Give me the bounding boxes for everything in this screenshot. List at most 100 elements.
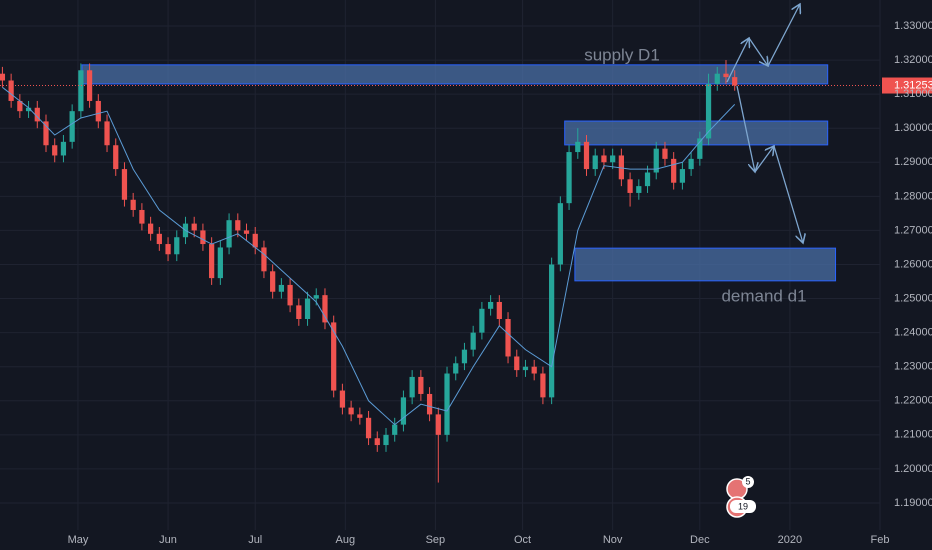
y-tick-label: 1.28000 [894, 190, 932, 202]
candle-body [496, 301, 502, 320]
x-tick-label: Feb [871, 534, 890, 546]
candle-body [86, 70, 93, 101]
candle-body [95, 100, 101, 122]
candle-body [732, 77, 738, 86]
x-tick-label: Jul [248, 534, 262, 546]
y-tick-label: 1.24000 [894, 327, 932, 339]
candle-body [217, 247, 223, 279]
candle-body [723, 73, 729, 78]
annotation: supply D1 [584, 45, 660, 64]
candle-body [409, 376, 415, 398]
arrow [726, 38, 749, 83]
candle-body [348, 407, 354, 415]
candle-body [505, 319, 511, 357]
event-count [730, 500, 756, 513]
candle-body [331, 322, 337, 391]
candle-body [139, 209, 145, 224]
y-tick-label: 1.26000 [894, 258, 932, 270]
candle-body [583, 141, 590, 170]
candle-body [52, 145, 58, 156]
x-tick-label: Dec [690, 534, 710, 546]
candle-body [43, 121, 49, 146]
candle-body [566, 152, 572, 204]
zones [81, 64, 837, 282]
y-tick-label: 1.31000 [894, 88, 932, 100]
candle-body [435, 414, 441, 435]
y-tick-label: 1.29000 [894, 156, 932, 168]
y-tick-label: 1.32000 [894, 54, 932, 66]
candle-body [653, 148, 659, 173]
candle-body [705, 83, 712, 139]
candle-body [104, 121, 110, 146]
candle-body [121, 169, 128, 200]
candle-body [296, 305, 302, 320]
event-count-label: 5 [745, 476, 750, 486]
y-tick-label: 1.33000 [894, 20, 932, 32]
candle-body [627, 179, 633, 193]
candle-body [191, 223, 197, 231]
candle-body [25, 107, 32, 112]
candle-body [252, 233, 258, 248]
candle-body [113, 145, 119, 170]
y-tick-label: 1.25000 [894, 292, 932, 304]
candle-body [479, 308, 485, 333]
event-badges[interactable]: 5 19 [726, 476, 756, 518]
candle-body [592, 155, 598, 170]
candle-body [278, 284, 284, 292]
candle-body [17, 100, 23, 112]
candle-body [714, 73, 720, 84]
arrow [773, 145, 803, 243]
candle-body [156, 233, 162, 245]
candle-body [392, 424, 398, 435]
x-tick-label: Jun [159, 534, 177, 546]
candle-body [235, 220, 241, 231]
zone [564, 120, 829, 146]
candle-body [243, 230, 250, 234]
candle-body [679, 169, 686, 183]
candle-body [400, 397, 407, 425]
arrow [767, 4, 800, 67]
candle-body [636, 186, 642, 193]
candle-body [697, 138, 703, 159]
grid [0, 0, 881, 530]
arrow [736, 85, 755, 172]
candle-body [575, 141, 581, 153]
candle-body [261, 247, 267, 272]
candle-body [688, 158, 694, 170]
candle-body [644, 172, 651, 187]
arrow [754, 146, 774, 173]
candle-body [374, 438, 380, 446]
candle-body [313, 295, 319, 299]
candle-body [470, 332, 476, 350]
y-tick-label: 1.22000 [894, 395, 932, 407]
moving-average [2, 86, 736, 426]
candle-body [322, 295, 328, 323]
candle-body [453, 363, 459, 374]
candle-body [357, 414, 363, 418]
candle-body [165, 244, 171, 255]
event-count [742, 476, 754, 488]
candle-body [365, 417, 372, 439]
candle-body [557, 203, 563, 265]
candle-body [671, 158, 677, 183]
candle-body [383, 434, 389, 446]
candle-body [418, 376, 424, 394]
candle-body [444, 373, 450, 435]
candle-body [487, 301, 494, 309]
x-tick-label: May [68, 534, 89, 546]
candle-body [287, 284, 293, 306]
candle-body [522, 366, 529, 371]
y-tick-label: 1.27000 [894, 224, 932, 236]
candle-body [147, 223, 154, 234]
candle-body [540, 373, 546, 398]
candle-body [270, 271, 276, 292]
candle-body [304, 298, 311, 320]
annotation: demand d1 [721, 286, 806, 305]
arrows [726, 4, 803, 243]
x-tick-label: Sep [426, 534, 446, 546]
candle-body [339, 390, 346, 408]
candle-body [34, 107, 40, 122]
candle-body [461, 349, 468, 364]
arrow [748, 37, 768, 66]
